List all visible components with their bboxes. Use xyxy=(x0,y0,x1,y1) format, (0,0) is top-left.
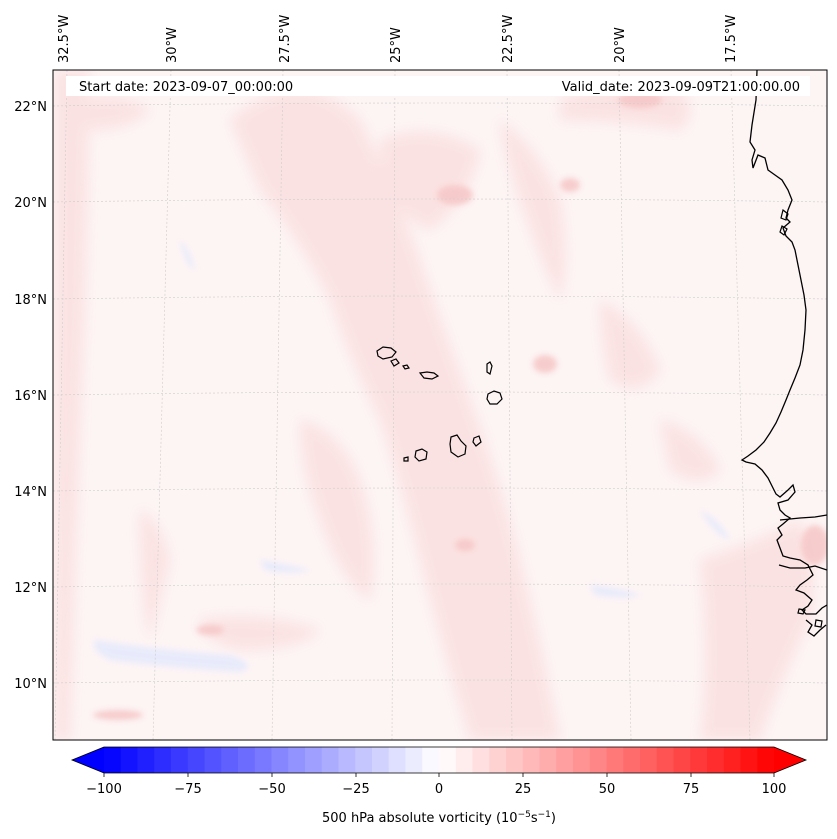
colorbar-tick-label: −25 xyxy=(342,782,369,797)
colorbar-segment xyxy=(388,747,406,773)
colorbar-title-end: ) xyxy=(551,811,556,826)
colorbar-segment xyxy=(422,747,440,773)
colorbar-extend-low xyxy=(72,747,104,773)
colorbar-segment xyxy=(522,747,540,773)
lat-label: 12°N xyxy=(14,581,47,596)
valid-date-label: Valid_date: 2023-09-09T21:00:00.00 xyxy=(562,80,800,95)
colorbar-segment xyxy=(321,747,339,773)
colorbar-title-main: 500 hPa absolute vorticity (10 xyxy=(322,811,518,826)
colorbar-segment xyxy=(439,747,457,773)
colorbar-segment xyxy=(539,747,557,773)
colorbar-segment xyxy=(573,747,591,773)
lat-label: 18°N xyxy=(14,293,47,308)
colorbar-title-exp: −1 xyxy=(538,810,551,820)
lon-label: 20°W xyxy=(613,27,628,63)
colorbar-segment xyxy=(405,747,423,773)
lat-label: 22°N xyxy=(14,100,47,115)
colorbar-tick-label: 50 xyxy=(599,782,616,797)
colorbar-segment xyxy=(455,747,473,773)
colorbar-tick-label: −100 xyxy=(86,782,122,797)
colorbar-segment xyxy=(740,747,758,773)
colorbar-segment xyxy=(723,747,741,773)
lat-label: 10°N xyxy=(14,677,47,692)
colorbar-segment xyxy=(271,747,289,773)
vorticity-field xyxy=(53,70,827,740)
lat-label: 14°N xyxy=(14,485,47,500)
lon-label: 22.5°W xyxy=(501,15,516,63)
info-strip xyxy=(66,76,810,96)
colorbar-segment xyxy=(187,747,205,773)
lat-label: 16°N xyxy=(14,389,47,404)
colorbar-segment xyxy=(757,747,775,773)
colorbar-segment xyxy=(355,747,373,773)
colorbar-extend-high xyxy=(774,747,806,773)
cape-verde-islands xyxy=(376,346,503,462)
colorbar-segment xyxy=(707,747,725,773)
colorbar-tick-label: −50 xyxy=(258,782,285,797)
colorbar-tick-label: 0 xyxy=(435,782,443,797)
colorbar-tick-label: 25 xyxy=(515,782,532,797)
colorbar-segment xyxy=(506,747,524,773)
colorbar-segment xyxy=(606,747,624,773)
lon-label: 27.5°W xyxy=(278,15,293,63)
colorbar-tick-label: 75 xyxy=(683,782,700,797)
colorbar-segment xyxy=(288,747,306,773)
longitude-labels: 32.5°W 30°W 27.5°W 25°W 22.5°W 20°W 17.5… xyxy=(57,15,739,63)
colorbar-segments xyxy=(72,747,806,773)
lat-label: 20°N xyxy=(14,196,47,211)
colorbar-segment xyxy=(556,747,574,773)
start-date-label: Start date: 2023-09-07_00:00:00 xyxy=(79,80,293,95)
colorbar-segment xyxy=(656,747,674,773)
coastal-islands xyxy=(779,208,823,628)
africa-coastline xyxy=(740,70,827,637)
colorbar-segment xyxy=(673,747,691,773)
colorbar-ticks xyxy=(103,773,775,777)
colorbar-segment xyxy=(472,747,490,773)
lon-label: 17.5°W xyxy=(724,15,739,63)
colorbar-segment xyxy=(238,747,256,773)
lon-label: 30°W xyxy=(165,27,180,63)
colorbar-tick-label: −75 xyxy=(174,782,201,797)
colorbar: −100 −75 −50 −25 0 25 50 75 100 500 hPa … xyxy=(70,746,808,826)
colorbar-segment xyxy=(640,747,658,773)
colorbar-segment xyxy=(338,747,356,773)
colorbar-segment xyxy=(489,747,507,773)
colorbar-segment xyxy=(305,747,323,773)
colorbar-segment xyxy=(254,747,272,773)
colorbar-title-exp: −5 xyxy=(518,810,531,820)
lon-label: 32.5°W xyxy=(57,15,72,63)
colorbar-segment xyxy=(589,747,607,773)
colorbar-title-unit: s xyxy=(531,811,538,826)
colorbar-segment xyxy=(154,747,172,773)
lon-label: 25°W xyxy=(389,27,404,63)
colorbar-segment xyxy=(171,747,189,773)
colorbar-title: 500 hPa absolute vorticity (10−5s−1) xyxy=(322,810,556,826)
colorbar-segment xyxy=(137,747,155,773)
colorbar-segment xyxy=(690,747,708,773)
colorbar-segment xyxy=(120,747,138,773)
colorbar-tick-label: 100 xyxy=(762,782,787,797)
colorbar-segment xyxy=(104,747,122,773)
colorbar-segment xyxy=(221,747,239,773)
colorbar-segment xyxy=(204,747,222,773)
latitude-labels: 22°N 20°N 18°N 16°N 14°N 12°N 10°N xyxy=(14,100,47,692)
map-frame xyxy=(52,69,828,741)
colorbar-segment xyxy=(623,747,641,773)
colorbar-segment xyxy=(372,747,390,773)
